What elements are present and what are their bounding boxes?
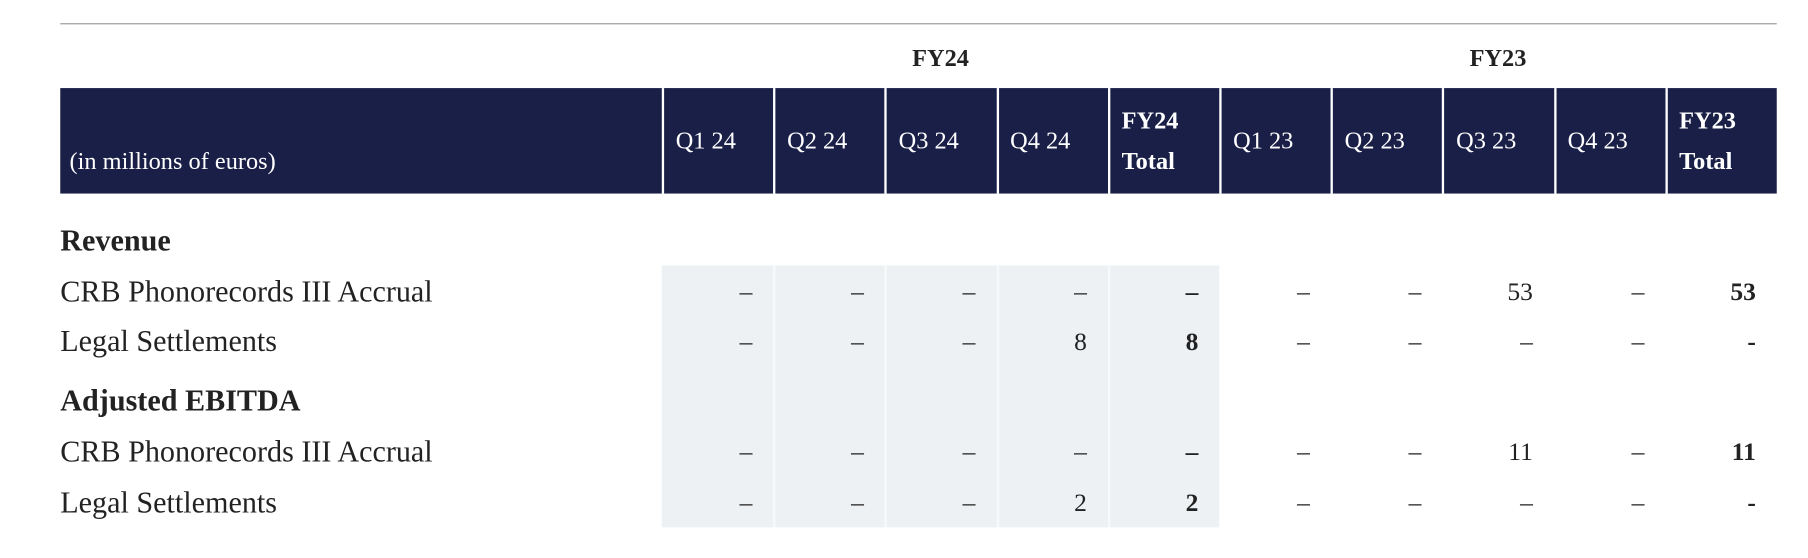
- column-header: Q1 24: [661, 88, 773, 194]
- group-header: FY23: [1469, 44, 1527, 72]
- section-title: Adjusted EBITDA: [60, 383, 301, 418]
- cell-value: -: [1747, 487, 1756, 517]
- cell-value: –: [962, 436, 976, 466]
- cell-value: –: [851, 326, 864, 356]
- cell-value: 53: [1730, 277, 1756, 306]
- cell-value: –: [1520, 326, 1533, 356]
- row-label: CRB Phonorecords III Accrual: [60, 274, 433, 309]
- shading: [661, 265, 1220, 528]
- column-header: Q3 24: [884, 88, 996, 194]
- cell-value: –: [1408, 326, 1422, 356]
- cell-value: –: [739, 436, 753, 466]
- cell-value: –: [851, 277, 864, 306]
- column-header: Q2 24: [773, 88, 884, 194]
- cell-value: –: [1297, 277, 1310, 306]
- cell-value: –: [1408, 487, 1422, 517]
- cell-value: –: [962, 277, 976, 306]
- column-header: Q3 23: [1442, 88, 1553, 194]
- cell-value: -: [1747, 326, 1756, 356]
- cell-value: 2: [1185, 487, 1199, 517]
- cell-value: –: [1074, 436, 1087, 466]
- column-header: Q4 23: [1553, 88, 1665, 194]
- cell-value: –: [851, 436, 864, 466]
- section-title: Revenue: [60, 223, 171, 258]
- cell-value: –: [739, 326, 753, 356]
- shade-divider: [996, 265, 999, 528]
- row-label: CRB Phonorecords III Accrual: [60, 434, 433, 469]
- cell-value: 8: [1185, 326, 1199, 356]
- cell-value: –: [1297, 326, 1310, 356]
- cell-value: 2: [1074, 487, 1087, 517]
- cell-value: –: [1297, 436, 1310, 466]
- column-header: Q1 23: [1219, 88, 1330, 194]
- top-rule: [60, 23, 1777, 25]
- cell-value: 53: [1507, 277, 1533, 306]
- cell-value: –: [962, 326, 976, 356]
- cell-value: –: [739, 277, 753, 306]
- shade-divider: [773, 265, 776, 528]
- column-header: FY23 Total: [1665, 88, 1776, 194]
- cell-value: 11: [1731, 436, 1756, 466]
- cell-value: –: [1631, 326, 1645, 356]
- cell-value: –: [1185, 436, 1199, 466]
- cell-value: –: [1297, 487, 1310, 517]
- cell-value: –: [1408, 436, 1422, 466]
- shade-divider: [1107, 265, 1111, 528]
- cell-value: –: [1185, 277, 1199, 306]
- cell-value: –: [1631, 277, 1645, 306]
- cell-value: 8: [1074, 326, 1087, 356]
- column-header: Q2 23: [1330, 88, 1442, 194]
- header-band: [60, 88, 1777, 194]
- row-label: Legal Settlements: [60, 485, 278, 520]
- cell-value: –: [1631, 487, 1645, 517]
- shade-divider: [884, 265, 888, 528]
- cell-value: 11: [1508, 436, 1533, 466]
- cell-value: –: [1631, 436, 1645, 466]
- column-header: Q4 24: [996, 88, 1107, 194]
- cell-value: –: [962, 487, 976, 517]
- row-label: Legal Settlements: [60, 324, 278, 359]
- group-header: FY24: [912, 44, 969, 72]
- cell-value: –: [1408, 277, 1422, 306]
- unit-label: (in millions of euros): [69, 147, 276, 176]
- cell-value: –: [1074, 277, 1087, 306]
- cell-value: –: [1520, 487, 1533, 517]
- column-header: FY24 Total: [1107, 88, 1219, 194]
- cell-value: –: [739, 487, 753, 517]
- cell-value: –: [851, 487, 864, 517]
